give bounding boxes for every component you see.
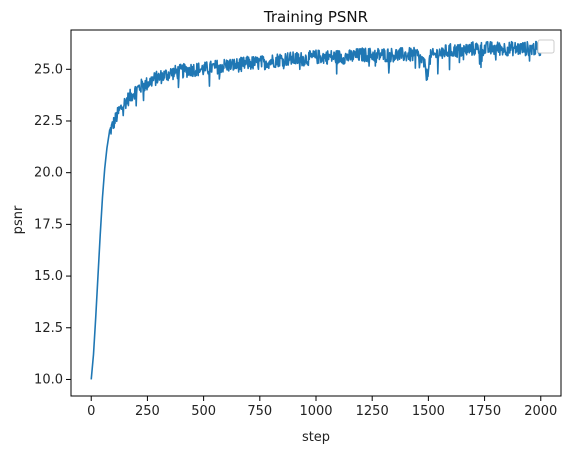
y-tick-label: 10.0 [34, 372, 63, 387]
x-tick-label: 2000 [524, 404, 557, 419]
x-tick-label: 1000 [299, 404, 332, 419]
plot-frame [70, 29, 562, 397]
y-tick-label: 15.0 [34, 269, 63, 284]
x-tick-label: 1500 [412, 404, 445, 419]
x-tick-label: 1250 [356, 404, 389, 419]
x-tick-label: 500 [191, 404, 216, 419]
x-tick-label: 1750 [468, 404, 501, 419]
plot-area [90, 40, 542, 380]
series-line [90, 40, 542, 380]
x-tick-label: 0 [87, 404, 95, 419]
legend-box [537, 39, 555, 54]
x-tick-label: 250 [135, 404, 160, 419]
y-tick-label: 25.0 [34, 62, 63, 77]
y-axis-label: psnr [11, 205, 26, 234]
y-tick-label: 20.0 [34, 166, 63, 181]
x-axis-ticks: 0 250 500 750 1000 1250 1500 1750 2000 [87, 396, 557, 419]
y-axis-ticks: 10.0 12.5 15.0 17.5 20.0 22.5 25.0 [34, 62, 71, 387]
y-tick-label: 17.5 [34, 217, 63, 232]
x-axis-label: step [302, 430, 330, 445]
y-tick-label: 12.5 [34, 321, 63, 336]
y-tick-label: 22.5 [34, 114, 63, 129]
chart-title: Training PSNR [263, 8, 368, 26]
x-tick-label: 750 [247, 404, 272, 419]
